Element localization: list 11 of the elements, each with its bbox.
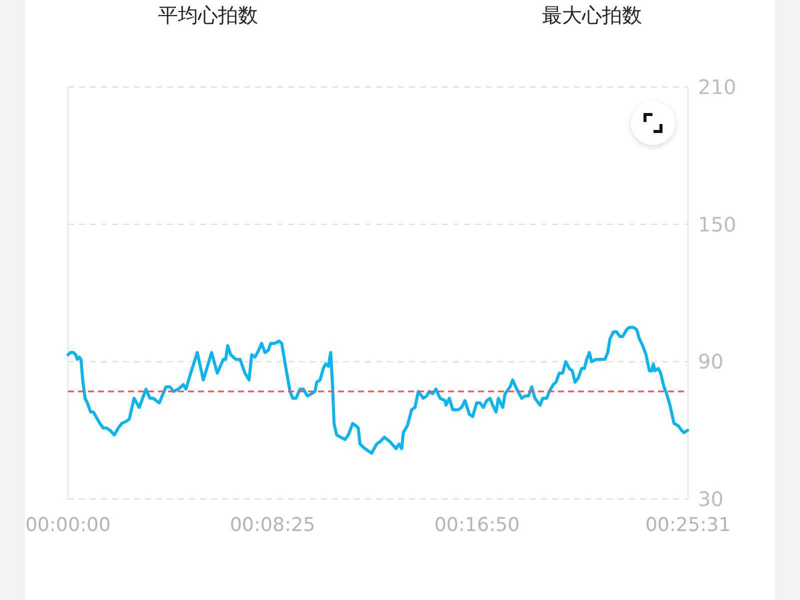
- line-series: [66, 326, 690, 455]
- text: 最大心拍数: [542, 3, 642, 27]
- y-tick-label: 90: [698, 350, 724, 374]
- y-tick-label: 150: [698, 212, 736, 236]
- y-tick-label: 30: [698, 487, 724, 511]
- y-tick-label: 210: [698, 75, 736, 99]
- x-tick-label: 00:16:50: [434, 514, 520, 536]
- x-tick-label: 00:25:31: [645, 514, 731, 536]
- x-tick-label: 00:00:00: [25, 514, 111, 536]
- text: 平均心拍数: [158, 3, 258, 27]
- x-tick-label: 00:08:25: [230, 514, 316, 536]
